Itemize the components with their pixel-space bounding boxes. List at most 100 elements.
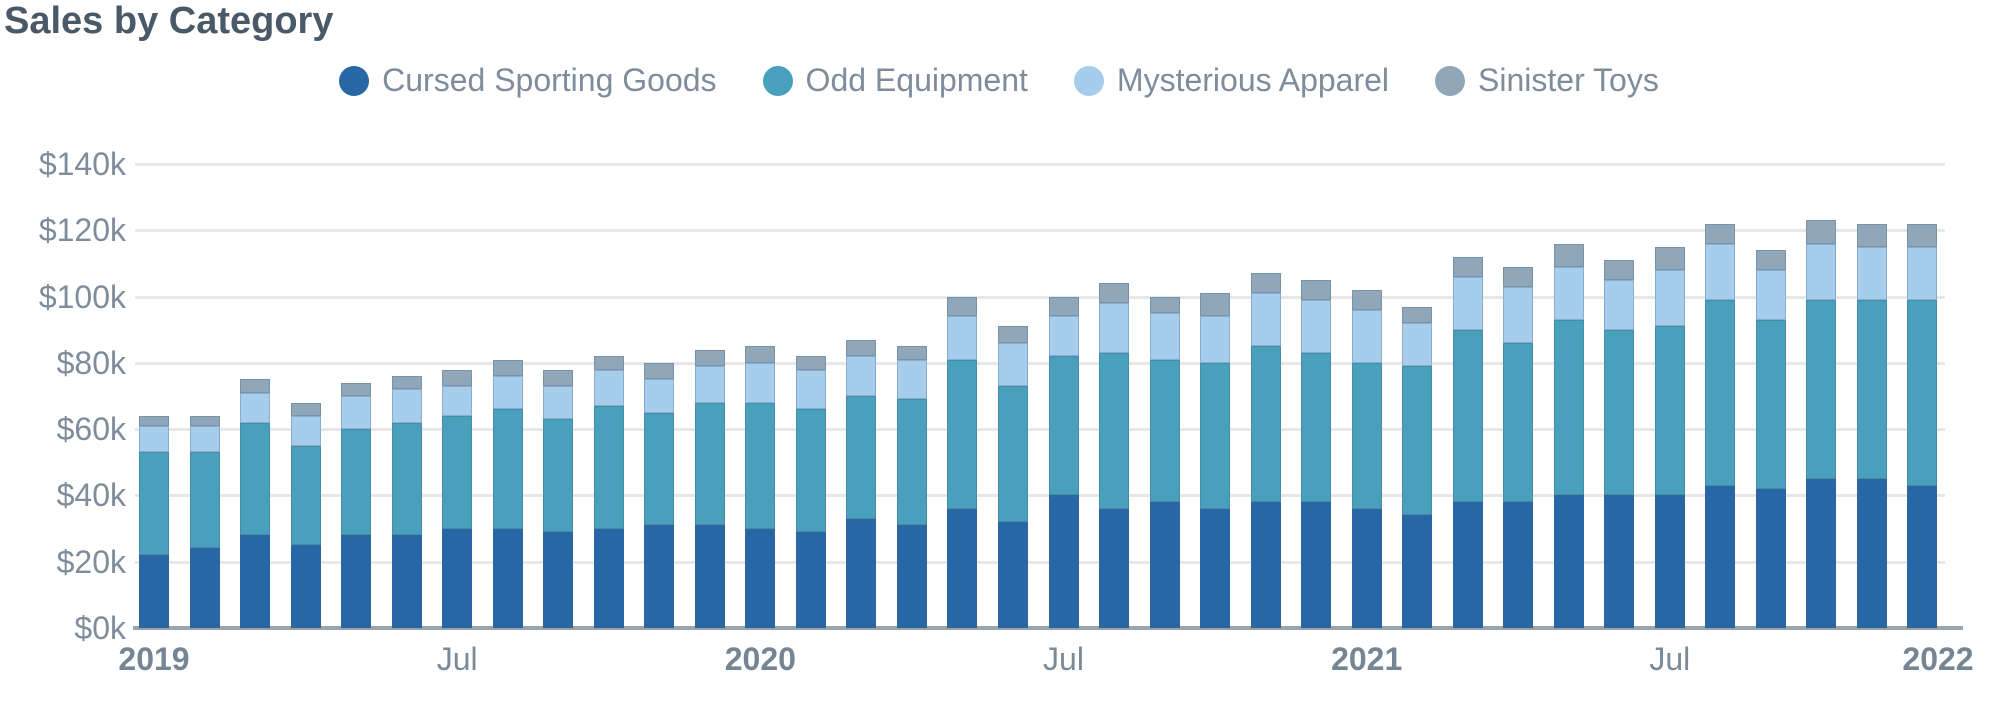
bar-segment-sinister-toys[interactable] [139, 415, 169, 426]
bar-segment-mysterious-apparel[interactable] [1149, 313, 1180, 360]
bar-segment-sinister-toys[interactable] [1907, 223, 1938, 247]
bar-aug-2019[interactable] [492, 359, 523, 628]
bar-segment-odd-equipment[interactable] [240, 422, 271, 536]
bar-sep-2021[interactable] [1755, 250, 1786, 628]
bar-segment-sinister-toys[interactable] [442, 369, 473, 387]
bar-mar-2019[interactable] [240, 379, 271, 628]
bar-segment-mysterious-apparel[interactable] [795, 369, 826, 410]
bar-segment-mysterious-apparel[interactable] [492, 376, 523, 410]
bar-segment-sinister-toys[interactable] [997, 326, 1028, 343]
bar-segment-odd-equipment[interactable] [391, 422, 422, 536]
bar-segment-cursed-sporting-goods[interactable] [896, 525, 927, 628]
bar-segment-cursed-sporting-goods[interactable] [240, 535, 271, 628]
bar-segment-sinister-toys[interactable] [644, 362, 675, 380]
bar-segment-cursed-sporting-goods[interactable] [1452, 502, 1483, 628]
bar-segment-mysterious-apparel[interactable] [1806, 243, 1837, 300]
bar-segment-odd-equipment[interactable] [1452, 329, 1483, 503]
bar-jun-2021[interactable] [1604, 260, 1635, 628]
bar-apr-2021[interactable] [1503, 266, 1534, 628]
bar-segment-cursed-sporting-goods[interactable] [694, 525, 725, 628]
bar-segment-mysterious-apparel[interactable] [593, 369, 624, 406]
bar-segment-odd-equipment[interactable] [543, 419, 574, 532]
bar-segment-cursed-sporting-goods[interactable] [1705, 485, 1736, 628]
bar-segment-mysterious-apparel[interactable] [1250, 293, 1281, 347]
bar-may-2019[interactable] [341, 382, 372, 628]
bar-may-2021[interactable] [1553, 243, 1584, 628]
bar-jul-2020[interactable] [1048, 296, 1079, 628]
bar-segment-sinister-toys[interactable] [1250, 273, 1281, 294]
bar-aug-2020[interactable] [1099, 283, 1130, 628]
bar-segment-sinister-toys[interactable] [593, 356, 624, 370]
bar-segment-sinister-toys[interactable] [1553, 243, 1584, 267]
bar-segment-mysterious-apparel[interactable] [1048, 316, 1079, 357]
bar-segment-cursed-sporting-goods[interactable] [745, 528, 776, 628]
bar-segment-mysterious-apparel[interactable] [1604, 280, 1635, 330]
bar-segment-cursed-sporting-goods[interactable] [1503, 502, 1534, 628]
bar-mar-2020[interactable] [846, 339, 877, 628]
legend-item-cursed-sporting-goods[interactable]: Cursed Sporting Goods [339, 62, 717, 99]
bar-segment-sinister-toys[interactable] [1048, 296, 1079, 317]
bar-segment-mysterious-apparel[interactable] [1553, 266, 1584, 320]
bar-segment-odd-equipment[interactable] [189, 452, 220, 549]
bar-segment-sinister-toys[interactable] [1351, 289, 1382, 310]
bar-segment-cursed-sporting-goods[interactable] [997, 521, 1028, 628]
bar-segment-odd-equipment[interactable] [1200, 362, 1231, 509]
bar-segment-sinister-toys[interactable] [492, 359, 523, 377]
bar-segment-sinister-toys[interactable] [1200, 293, 1231, 317]
bar-segment-odd-equipment[interactable] [341, 429, 372, 536]
bar-segment-mysterious-apparel[interactable] [896, 359, 927, 400]
bar-segment-mysterious-apparel[interactable] [1402, 323, 1433, 367]
bar-segment-odd-equipment[interactable] [694, 402, 725, 526]
bar-segment-sinister-toys[interactable] [1452, 256, 1483, 277]
bar-segment-odd-equipment[interactable] [644, 412, 675, 526]
bar-dec-2020[interactable] [1301, 280, 1332, 628]
bar-segment-sinister-toys[interactable] [1604, 260, 1635, 281]
bar-segment-mysterious-apparel[interactable] [139, 425, 169, 453]
bar-segment-mysterious-apparel[interactable] [1705, 243, 1736, 300]
bar-segment-sinister-toys[interactable] [1402, 306, 1433, 324]
bar-segment-odd-equipment[interactable] [1806, 299, 1837, 479]
bar-sep-2019[interactable] [543, 369, 574, 628]
bar-oct-2019[interactable] [593, 356, 624, 628]
bar-segment-odd-equipment[interactable] [1301, 352, 1332, 503]
bar-segment-odd-equipment[interactable] [795, 409, 826, 532]
bar-feb-2021[interactable] [1402, 306, 1433, 628]
bar-segment-odd-equipment[interactable] [1048, 356, 1079, 496]
bar-segment-cursed-sporting-goods[interactable] [1048, 495, 1079, 628]
bar-segment-sinister-toys[interactable] [1149, 296, 1180, 314]
bar-mar-2021[interactable] [1452, 256, 1483, 628]
bar-segment-mysterious-apparel[interactable] [442, 386, 473, 416]
bar-segment-mysterious-apparel[interactable] [391, 389, 422, 423]
bar-segment-sinister-toys[interactable] [1755, 250, 1786, 271]
bar-segment-odd-equipment[interactable] [442, 415, 473, 529]
bar-segment-odd-equipment[interactable] [1755, 319, 1786, 489]
bar-jun-2020[interactable] [997, 326, 1028, 628]
bar-segment-sinister-toys[interactable] [1099, 283, 1130, 304]
bar-dec-2021[interactable] [1907, 223, 1938, 628]
bar-segment-mysterious-apparel[interactable] [1755, 270, 1786, 320]
bar-segment-sinister-toys[interactable] [1654, 246, 1685, 271]
bar-apr-2020[interactable] [896, 346, 927, 628]
bar-segment-odd-equipment[interactable] [846, 396, 877, 519]
bar-segment-sinister-toys[interactable] [1856, 223, 1887, 247]
bar-segment-sinister-toys[interactable] [694, 349, 725, 367]
bar-segment-mysterious-apparel[interactable] [947, 316, 978, 360]
bar-segment-odd-equipment[interactable] [290, 445, 321, 546]
bar-segment-odd-equipment[interactable] [1654, 326, 1685, 496]
bar-segment-sinister-toys[interactable] [391, 376, 422, 390]
bar-segment-odd-equipment[interactable] [1553, 319, 1584, 496]
bar-segment-cursed-sporting-goods[interactable] [1099, 508, 1130, 628]
bar-segment-mysterious-apparel[interactable] [1200, 316, 1231, 363]
bar-segment-sinister-toys[interactable] [189, 415, 220, 426]
bar-segment-odd-equipment[interactable] [1705, 299, 1736, 486]
bar-segment-mysterious-apparel[interactable] [1452, 276, 1483, 330]
bar-feb-2019[interactable] [189, 415, 220, 628]
bar-segment-sinister-toys[interactable] [341, 382, 372, 397]
bar-segment-mysterious-apparel[interactable] [1503, 286, 1534, 343]
bar-segment-cursed-sporting-goods[interactable] [391, 535, 422, 628]
bar-segment-mysterious-apparel[interactable] [997, 343, 1028, 387]
bar-apr-2019[interactable] [290, 402, 321, 628]
bar-segment-odd-equipment[interactable] [139, 452, 169, 556]
bar-aug-2021[interactable] [1705, 223, 1736, 628]
bar-segment-mysterious-apparel[interactable] [694, 366, 725, 403]
